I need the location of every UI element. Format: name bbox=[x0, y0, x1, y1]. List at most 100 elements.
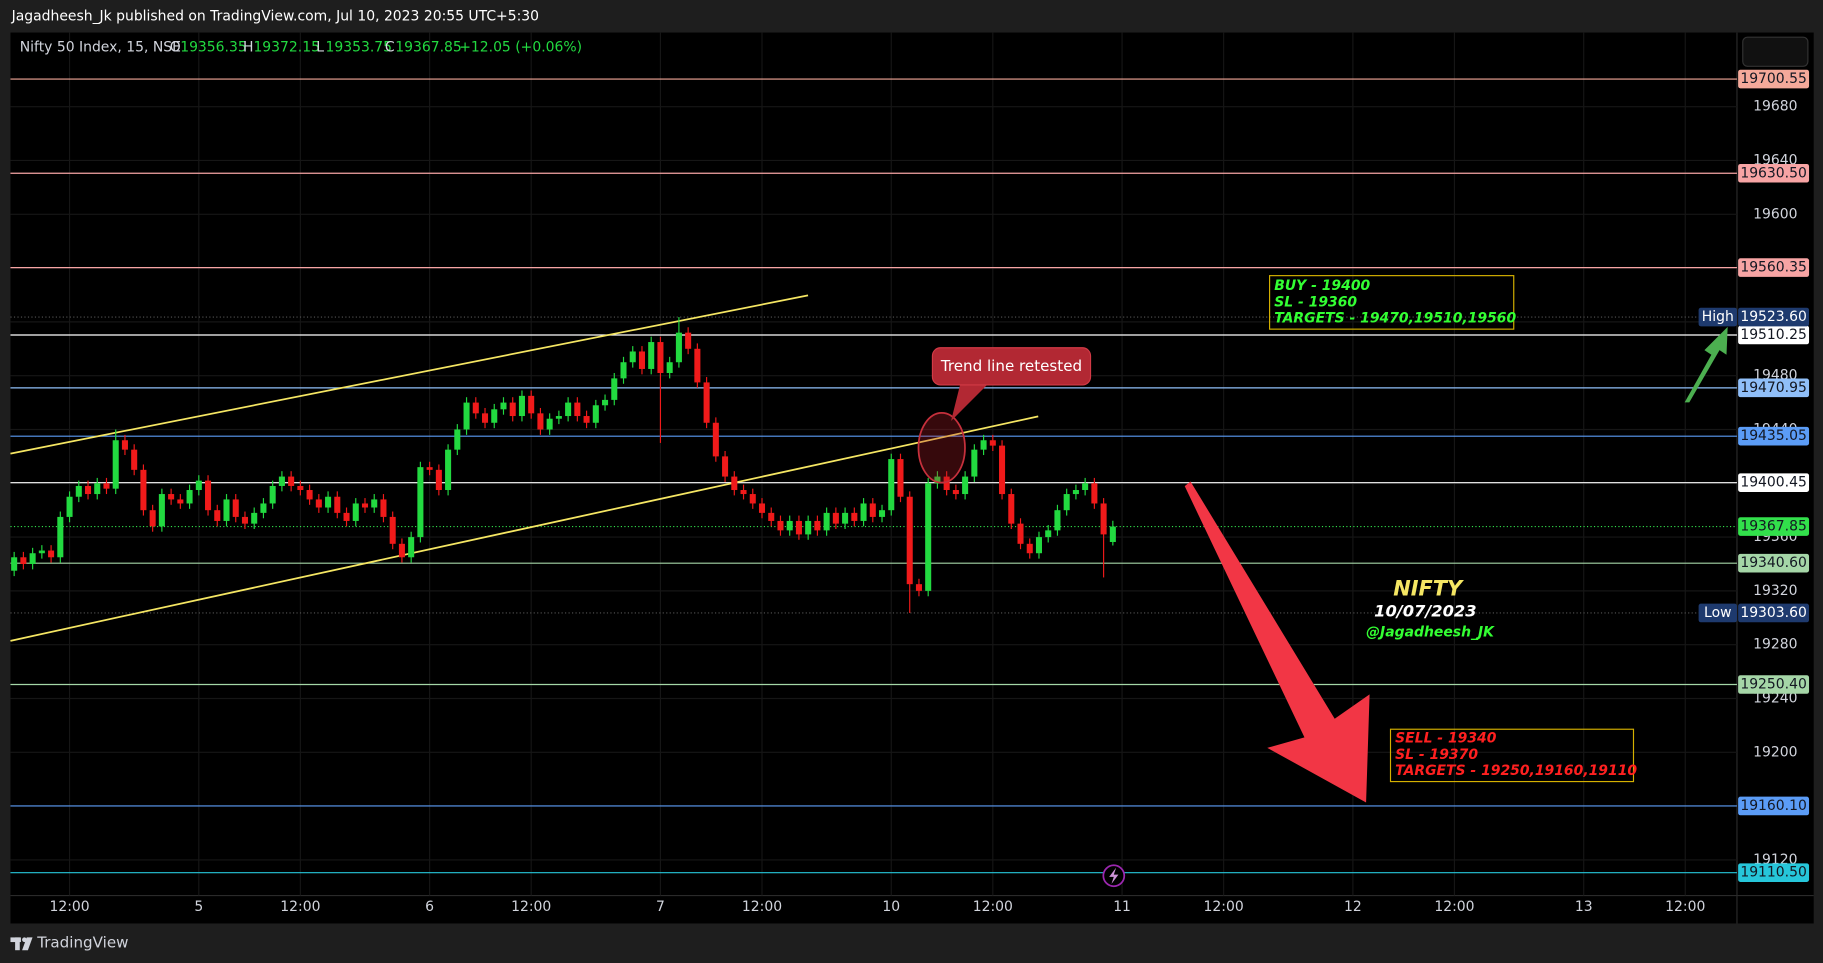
event-bolt bbox=[1109, 867, 1119, 884]
x-tick-label: 6 bbox=[425, 899, 434, 915]
price-tag bbox=[1738, 473, 1810, 492]
candle-body bbox=[749, 494, 756, 504]
price-tag-label: 19700.55 bbox=[1740, 71, 1807, 87]
candle-body bbox=[214, 510, 221, 521]
candle-body bbox=[777, 520, 784, 531]
candle-body bbox=[1063, 494, 1070, 511]
trend-line bbox=[10, 294, 809, 455]
candle-body bbox=[408, 537, 415, 558]
sell-arrow bbox=[1184, 481, 1370, 803]
candle-body bbox=[481, 413, 489, 423]
candle-body bbox=[638, 351, 645, 369]
candle-body bbox=[463, 402, 470, 430]
candle-body bbox=[241, 516, 248, 524]
callout-box bbox=[931, 347, 1092, 386]
candle-body bbox=[112, 440, 119, 489]
candle-body bbox=[288, 476, 295, 486]
x-tick-label: 12:00 bbox=[511, 899, 551, 915]
price-tag bbox=[1738, 325, 1810, 345]
price-tag-label: 19160.10 bbox=[1740, 798, 1807, 814]
candle-body bbox=[1082, 483, 1089, 491]
candle-body bbox=[860, 503, 867, 521]
candle-body bbox=[29, 553, 36, 564]
candles bbox=[11, 317, 1116, 613]
y-tick-label: 19680 bbox=[1753, 99, 1797, 115]
legend-low-label: L bbox=[316, 40, 324, 56]
candle-body bbox=[546, 418, 553, 430]
y-tick-label: 19200 bbox=[1753, 744, 1797, 760]
candle-body bbox=[740, 490, 747, 495]
levels bbox=[10, 78, 1737, 874]
candle-body bbox=[786, 520, 793, 531]
candle-body bbox=[278, 476, 285, 486]
candle-body bbox=[897, 459, 904, 497]
candle-body bbox=[980, 440, 987, 450]
candle-body bbox=[648, 342, 655, 369]
candle-body bbox=[602, 399, 609, 406]
buy-text: SL - 19360 bbox=[1274, 294, 1357, 310]
price-tag bbox=[1738, 796, 1810, 816]
sell-text: SELL - 19340 bbox=[1395, 731, 1497, 747]
buy-box bbox=[1269, 275, 1515, 330]
handle-label: @Jagadheesh_JK bbox=[1366, 625, 1495, 641]
y-tick-label: 19280 bbox=[1753, 637, 1797, 653]
candle-body bbox=[491, 409, 498, 423]
candle-body bbox=[417, 467, 424, 538]
price-tag bbox=[1738, 258, 1810, 277]
price-tag bbox=[1738, 69, 1810, 89]
legend-high-label: H bbox=[243, 40, 253, 56]
candle-body bbox=[915, 584, 922, 591]
price-tag-label: 19303.60 bbox=[1740, 605, 1807, 621]
candle-body bbox=[768, 512, 775, 521]
legend-high: 19372.15 bbox=[253, 40, 320, 56]
candle-body bbox=[315, 499, 322, 508]
candle-body bbox=[823, 512, 830, 531]
candle-body bbox=[380, 499, 387, 517]
candle-body bbox=[371, 499, 378, 508]
candle-body bbox=[1109, 526, 1116, 542]
candle-body bbox=[537, 413, 544, 430]
highlight-ellipse bbox=[917, 412, 966, 484]
candle-body bbox=[565, 402, 572, 417]
candle-body bbox=[943, 476, 950, 491]
x-tick-label: 12 bbox=[1344, 899, 1362, 915]
callout-text: Trend line retested bbox=[940, 357, 1082, 375]
candle-body bbox=[971, 449, 978, 477]
candle-body bbox=[352, 503, 359, 521]
legend-open-label: O bbox=[170, 40, 181, 56]
x-tick-label: 12:00 bbox=[49, 899, 89, 915]
candle-body bbox=[472, 402, 479, 414]
y-tick-label: 19320 bbox=[1753, 583, 1797, 599]
date-label: 10/07/2023 bbox=[1374, 601, 1476, 620]
x-tick-label: 11 bbox=[1113, 899, 1131, 915]
y-tick-label: 19240 bbox=[1753, 690, 1797, 706]
candle-body bbox=[851, 512, 858, 521]
candle-body bbox=[11, 557, 18, 571]
candle-body bbox=[195, 480, 202, 491]
legend-open: 19356.35 bbox=[180, 40, 247, 56]
legend-symbol: Nifty 50 Index, 15, NSE bbox=[20, 40, 181, 56]
toolbar-button[interactable] bbox=[1742, 36, 1809, 67]
candle-body bbox=[38, 550, 45, 554]
price-tag bbox=[1738, 307, 1810, 327]
candle-body bbox=[1054, 510, 1061, 531]
x-tick-label: 7 bbox=[656, 899, 665, 915]
x-tick-label: 12:00 bbox=[1665, 899, 1705, 915]
grid bbox=[10, 32, 1737, 896]
price-tag bbox=[1738, 603, 1810, 623]
candle-body bbox=[611, 378, 618, 400]
candle-body bbox=[269, 485, 276, 504]
candle-body bbox=[1026, 543, 1033, 554]
candle-body bbox=[149, 510, 156, 527]
candle-body bbox=[223, 499, 230, 521]
candle-body bbox=[694, 348, 701, 383]
x-tick-label: 12:00 bbox=[742, 899, 782, 915]
candle-body bbox=[574, 402, 581, 417]
candle-body bbox=[722, 456, 729, 477]
candle-body bbox=[1100, 503, 1107, 535]
buy-text: BUY - 19400 bbox=[1274, 278, 1370, 294]
price-tag bbox=[1738, 675, 1810, 694]
sell-box bbox=[1389, 728, 1635, 783]
